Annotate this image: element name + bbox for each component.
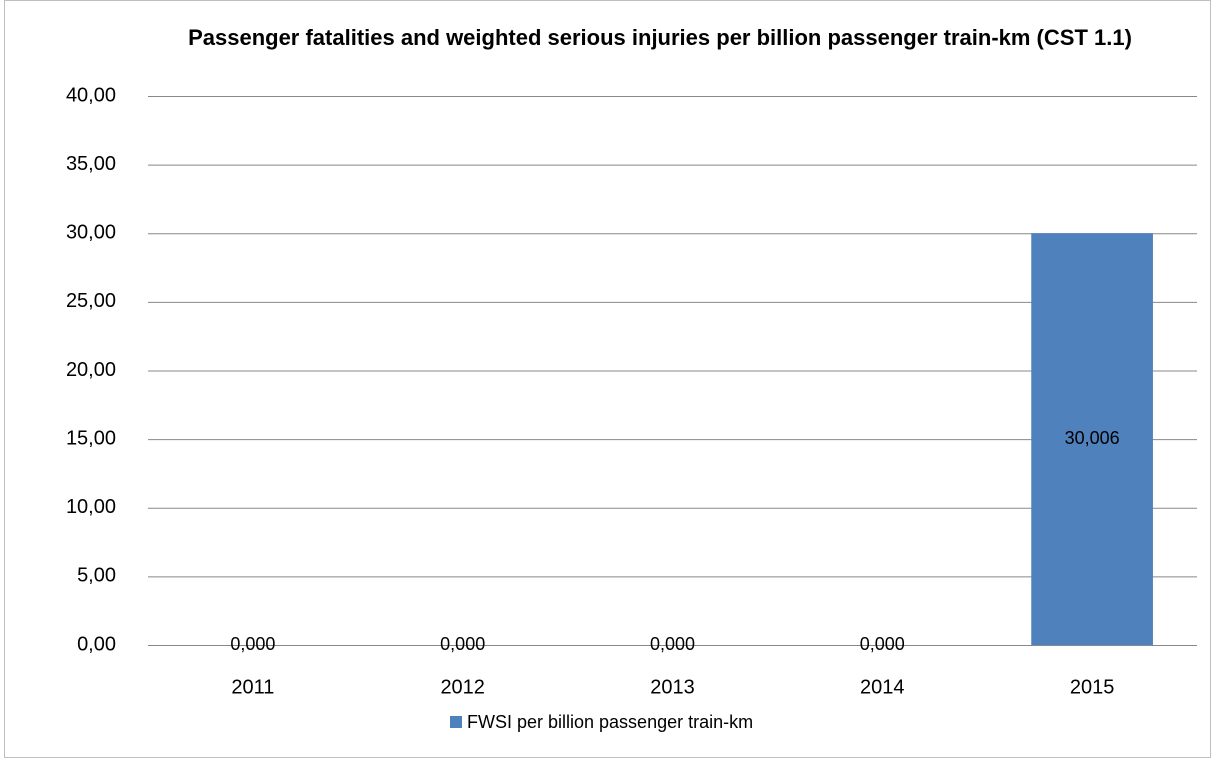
x-tick-label: 2015 <box>1070 676 1115 698</box>
y-tick-label: 25,00 <box>66 290 116 312</box>
data-label: 0,000 <box>440 634 485 654</box>
data-label: 0,000 <box>860 634 905 654</box>
x-tick-label: 2011 <box>231 676 274 698</box>
y-tick-label: 20,00 <box>66 359 116 381</box>
y-tick-label: 0,00 <box>77 633 116 655</box>
x-tick-label: 2013 <box>650 676 695 698</box>
legend-swatch <box>450 716 462 728</box>
chart-border <box>4 0 1211 758</box>
y-tick-label: 15,00 <box>66 427 116 449</box>
x-tick-label: 2012 <box>440 676 485 698</box>
legend-label: FWSI per billion passenger train-km <box>467 712 753 732</box>
data-label: 0,000 <box>650 634 695 654</box>
y-tick-label: 10,00 <box>66 496 116 518</box>
x-tick-label: 2014 <box>860 676 905 698</box>
y-tick-label: 30,00 <box>66 222 116 244</box>
y-tick-label: 5,00 <box>77 565 116 587</box>
bar <box>1031 233 1153 645</box>
y-tick-label: 35,00 <box>66 153 116 175</box>
data-label: 0,000 <box>230 634 275 654</box>
chart-title: Passenger fatalities and weighted seriou… <box>188 25 1132 50</box>
y-tick-label: 40,00 <box>66 84 116 106</box>
data-label: 30,006 <box>1065 428 1120 448</box>
